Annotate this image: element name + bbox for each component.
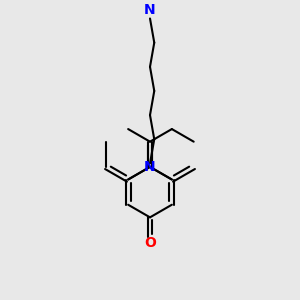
Text: N: N bbox=[144, 160, 156, 174]
Text: O: O bbox=[144, 236, 156, 250]
Text: N: N bbox=[144, 3, 156, 17]
